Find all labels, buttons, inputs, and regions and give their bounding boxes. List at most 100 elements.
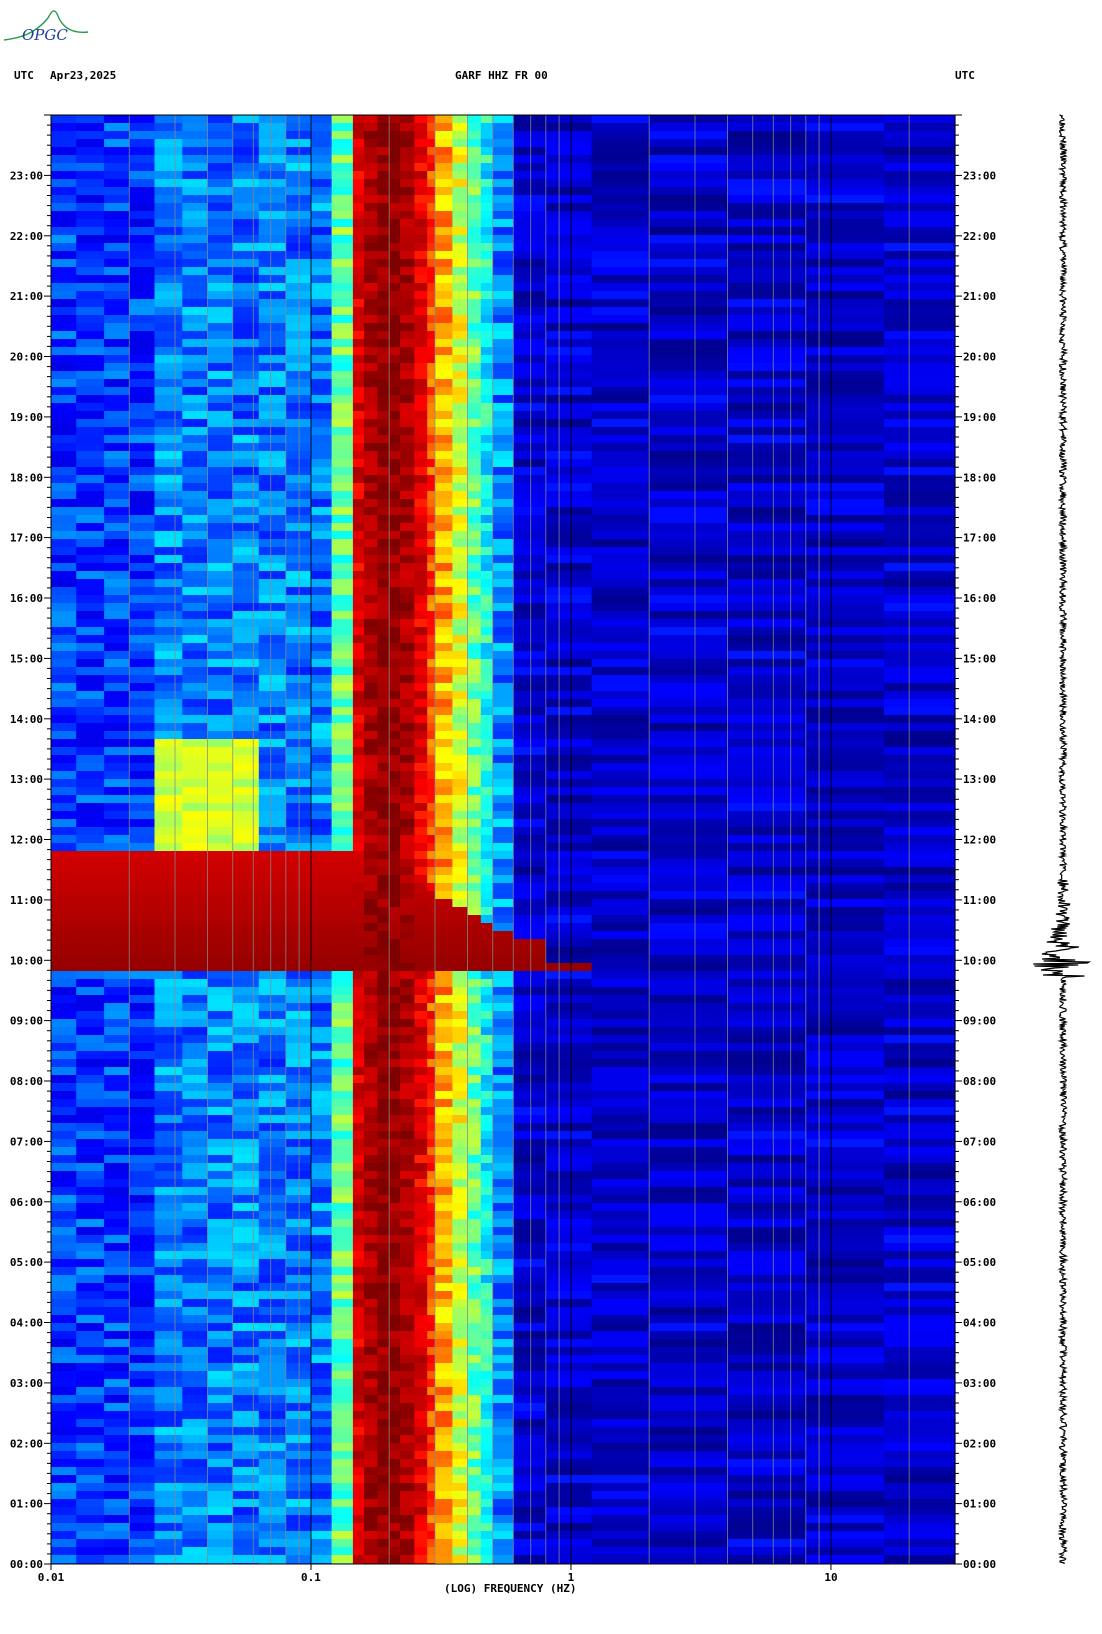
spectrogram-cell	[591, 1147, 650, 1156]
spectrogram-cell	[427, 379, 436, 388]
spectrogram-cell	[545, 403, 593, 412]
spectrogram-cell	[104, 1227, 130, 1236]
spectrogram-cell	[513, 1099, 547, 1108]
spectrogram-cell	[591, 379, 650, 388]
spectrogram-cell	[414, 347, 428, 356]
spectrogram-cell	[232, 355, 260, 364]
spectrogram-cell	[258, 115, 287, 124]
spectrogram-cell	[727, 907, 807, 916]
spectrogram-cell	[427, 851, 436, 860]
spectrogram-cell	[414, 1307, 428, 1316]
spectrogram-cell	[467, 787, 482, 796]
spectrogram-cell	[389, 1115, 401, 1124]
spectrogram-cell	[805, 1091, 885, 1100]
spectrogram-cell	[467, 707, 482, 716]
spectrogram-cell	[364, 699, 378, 708]
spectrogram-cell	[129, 1147, 156, 1156]
spectrogram-cell	[377, 363, 390, 372]
spectrogram-cell	[805, 1115, 885, 1124]
spectrogram-cell	[414, 267, 428, 276]
spectrogram-cell	[480, 1131, 494, 1140]
spectrogram-cell	[377, 507, 390, 516]
spectrogram-cell	[427, 707, 436, 716]
spectrogram-cell	[182, 1075, 209, 1084]
spectrogram-cell	[207, 1195, 234, 1204]
spectrogram-cell	[129, 1187, 156, 1196]
spectrogram-cell	[207, 627, 234, 636]
spectrogram-cell	[480, 595, 494, 604]
spectrogram-cell	[207, 611, 234, 620]
spectrogram-cell	[311, 1371, 333, 1380]
spectrogram-cell	[805, 795, 885, 804]
spectrogram-cell	[311, 803, 333, 812]
spectrogram-cell	[727, 627, 807, 636]
spectrogram-cell	[805, 411, 885, 420]
spectrogram-cell	[400, 915, 415, 924]
spectrogram-cell	[51, 1355, 77, 1364]
spectrogram-cell	[51, 859, 77, 868]
spectrogram-cell	[414, 675, 428, 684]
spectrogram-cell	[427, 787, 436, 796]
spectrogram-cell	[513, 931, 547, 940]
spectrogram-cell	[352, 931, 365, 940]
spectrogram-cell	[104, 1195, 130, 1204]
spectrogram-cell	[480, 571, 494, 580]
spectrogram-cell	[414, 467, 428, 476]
spectrogram-cell	[480, 867, 494, 876]
spectrogram-cell	[51, 347, 77, 356]
spectrogram-cell	[435, 179, 453, 188]
spectrogram-cell	[435, 1179, 453, 1188]
spectrogram-cell	[513, 219, 547, 228]
spectrogram-cell	[727, 491, 807, 500]
spectrogram-cell	[311, 923, 333, 932]
spectrogram-cell	[467, 163, 482, 172]
spectrogram-cell	[545, 875, 593, 884]
spectrogram-cell	[727, 1019, 807, 1028]
spectrogram-cell	[467, 915, 482, 924]
spectrogram-cell	[467, 435, 482, 444]
spectrogram-cell	[513, 507, 547, 516]
spectrogram-cell	[232, 1107, 260, 1116]
spectrogram-cell	[377, 211, 390, 220]
spectrogram-cell	[232, 1315, 260, 1324]
spectrogram-cell	[727, 395, 807, 404]
spectrogram-cell	[545, 1371, 593, 1380]
spectrogram-cell	[435, 1275, 453, 1284]
spectrogram-cell	[364, 1331, 378, 1340]
spectrogram-cell	[154, 1339, 183, 1348]
spectrogram-cell	[51, 1075, 77, 1084]
spectrogram-cell	[389, 1003, 401, 1012]
spectrogram-cell	[452, 675, 469, 684]
spectrogram-cell	[377, 219, 390, 228]
spectrogram-cell	[452, 739, 469, 748]
spectrogram-cell	[805, 123, 885, 132]
spectrogram-cell	[805, 979, 885, 988]
spectrogram-cell	[364, 587, 378, 596]
spectrogram-cell	[452, 475, 469, 484]
spectrogram-cell	[207, 1251, 234, 1260]
spectrogram-cell	[182, 643, 209, 652]
spectrogram-cell	[207, 1339, 234, 1348]
spectrogram-cell	[104, 571, 130, 580]
spectrogram-cell	[649, 419, 729, 428]
spectrogram-cell	[154, 211, 183, 220]
spectrogram-cell	[545, 843, 593, 852]
spectrogram-cell	[258, 499, 287, 508]
spectrogram-cell	[435, 819, 453, 828]
spectrogram-cell	[129, 707, 156, 716]
spectrogram-cell	[232, 227, 260, 236]
spectrogram-cell	[51, 1123, 77, 1132]
spectrogram-cell	[545, 787, 593, 796]
spectrogram-cell	[513, 1179, 547, 1188]
spectrogram-cell	[352, 499, 365, 508]
spectrogram-cell	[76, 867, 105, 876]
spectrogram-cell	[352, 139, 365, 148]
spectrogram-cell	[649, 1179, 729, 1188]
spectrogram-cell	[129, 1139, 156, 1148]
spectrogram-cell	[232, 179, 260, 188]
spectrogram-cell	[377, 267, 390, 276]
spectrogram-cell	[389, 723, 401, 732]
spectrogram-cell	[435, 1347, 453, 1356]
spectrogram-cell	[480, 995, 494, 1004]
spectrogram-cell	[492, 291, 514, 300]
